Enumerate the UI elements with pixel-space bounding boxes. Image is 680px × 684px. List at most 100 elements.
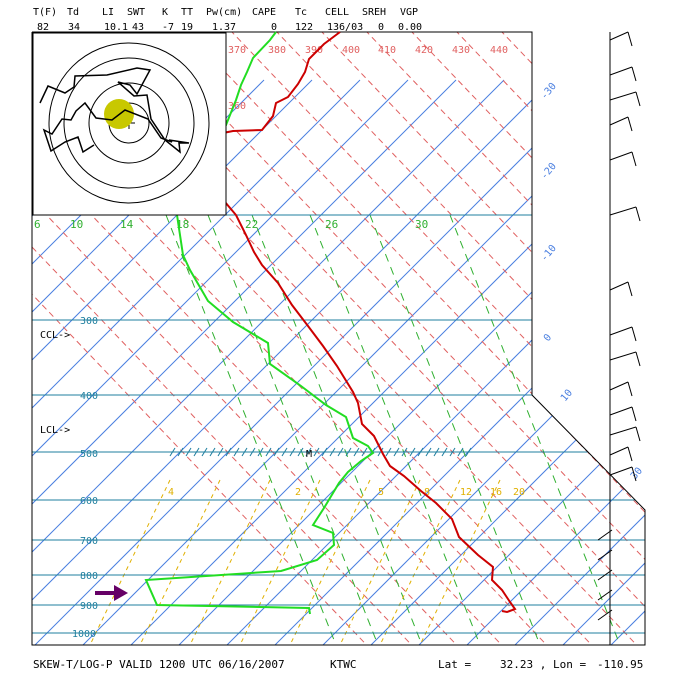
header-value: 34 [68, 22, 80, 33]
header-value: 122 [295, 22, 313, 33]
wind-barb [610, 282, 628, 290]
isotherm-line [576, 80, 680, 680]
dry-adiabat-line [590, 30, 680, 680]
theta-label: 430 [452, 45, 470, 56]
footer-lat-label: Lat = [438, 658, 471, 671]
isotherm-label: -30 [539, 81, 559, 102]
mixing-ratio-label: 6 [34, 218, 41, 231]
wind-barb-flag [632, 67, 636, 81]
dry-adiabat-line [185, 30, 680, 680]
wind-barb-flag [628, 32, 632, 46]
mixing-ratio-line [450, 215, 620, 645]
header-value: 82 [37, 22, 49, 33]
wind-barb [610, 327, 632, 335]
header-label: T(F) [33, 7, 57, 18]
header-value: 10.1 [104, 22, 128, 33]
temperature-profile [216, 32, 515, 612]
header-labels: T(F) Td LI SWT K TT Pw(cm) CAPE Tc CELL SREH VGP [33, 7, 418, 18]
header-label: CELL [325, 7, 349, 18]
theta-label: 420 [415, 45, 433, 56]
dry-adiabat-line [545, 30, 680, 680]
wind-barb-flag [628, 382, 632, 396]
dry-adiabat-line [275, 30, 680, 680]
moist-adiabat-label: 12 [460, 487, 472, 498]
wind-barb-flag [636, 427, 640, 441]
pressure-label: 300 [80, 316, 98, 327]
isotherm-label: -20 [539, 161, 559, 182]
header-label: VGP [400, 7, 418, 18]
mixing-ratio-label: 14 [120, 218, 134, 231]
wind-barb [610, 382, 628, 390]
dry-adiabat-line [635, 30, 680, 680]
header-values: 82 34 10.1 43 -7 19 1.37 0 122 136/03 0 0.00 [37, 22, 422, 33]
dry-adiabat-line [365, 30, 680, 680]
footer-station: KTWC [330, 658, 357, 671]
footer-lat-value: 32.23 , [500, 658, 546, 671]
header-label: SWT [127, 7, 145, 18]
header-label: SREH [362, 7, 386, 18]
dry-adiabat-line [500, 30, 680, 680]
mixing-ratio-label: 30 [415, 218, 428, 231]
moist-adiabat-line [140, 480, 220, 645]
theta-label: 400 [342, 45, 360, 56]
mixing-ratio-line [252, 215, 422, 645]
mixing-ratio-line [645, 215, 680, 645]
header-value: 0.00 [398, 22, 422, 33]
isobar-lines [32, 215, 645, 633]
pressure-label: 400 [80, 391, 98, 402]
moist-adiabat-label: 4 [168, 487, 174, 498]
wind-barb [610, 152, 632, 160]
wind-barb [610, 447, 628, 455]
pressure-label: 500 [80, 449, 98, 460]
mixing-ratio-label: 26 [325, 218, 338, 231]
mixing-ratio-label: 10 [70, 218, 83, 231]
theta-label: 360 [228, 101, 246, 112]
isotherm-label: 30 [629, 466, 645, 482]
header-label: LI [102, 7, 114, 18]
header-value: 1.37 [212, 22, 236, 33]
mixing-ratio-line [166, 215, 336, 645]
isotherm-label: 10 [559, 388, 575, 404]
wind-barb [610, 407, 632, 415]
header-label: K [162, 7, 168, 18]
wind-barb [610, 32, 628, 40]
moist-adiabat-line [380, 480, 460, 645]
moist-adiabat-line [190, 480, 270, 645]
header-value: 0 [271, 22, 277, 33]
header-label: Pw(cm) [206, 7, 242, 18]
isotherm-line [336, 80, 680, 680]
theta-labels: 370 380 390 400 410 420 430 440 360 [228, 45, 508, 112]
theta-label: 370 [228, 45, 246, 56]
wind-barb [610, 67, 632, 75]
header-value: 0 [378, 22, 384, 33]
ccl-marker: CCL-> [40, 330, 70, 341]
hodograph-inset [33, 33, 226, 215]
dry-adiabat-line [455, 30, 680, 680]
footer-title: SKEW-T/LOG-P VALID 1200 UTC 06/16/2007 [33, 658, 285, 671]
moist-adiabat-label: 5 [378, 487, 384, 498]
wind-barb [610, 92, 636, 100]
m-marker: M [306, 449, 312, 460]
mixing-ratio-labels: 6 10 14 18 22 26 304 2 5 8 12 16 20 [34, 218, 525, 498]
wind-barb-flag [628, 447, 632, 461]
surface-arrow [95, 585, 128, 601]
isotherm-line [0, 80, 24, 680]
pressure-label: 600 [80, 496, 98, 507]
header-value: 136/03 [327, 22, 363, 33]
theta-label: 410 [378, 45, 396, 56]
isotherm-label: -10 [539, 243, 559, 264]
header-label: CAPE [252, 7, 276, 18]
header-value: 19 [181, 22, 193, 33]
header-label: Td [67, 7, 79, 18]
isotherm-line [288, 80, 680, 680]
moist-adiabat-label: 20 [513, 487, 525, 498]
mixing-ratio-label: 22 [245, 218, 258, 231]
header-value: 43 [132, 22, 144, 33]
isotherm-line [240, 80, 680, 680]
moist-adiabat-line [340, 480, 420, 645]
wind-barb-flag [628, 117, 632, 131]
wind-barb [610, 427, 636, 435]
theta-label: 380 [268, 45, 286, 56]
